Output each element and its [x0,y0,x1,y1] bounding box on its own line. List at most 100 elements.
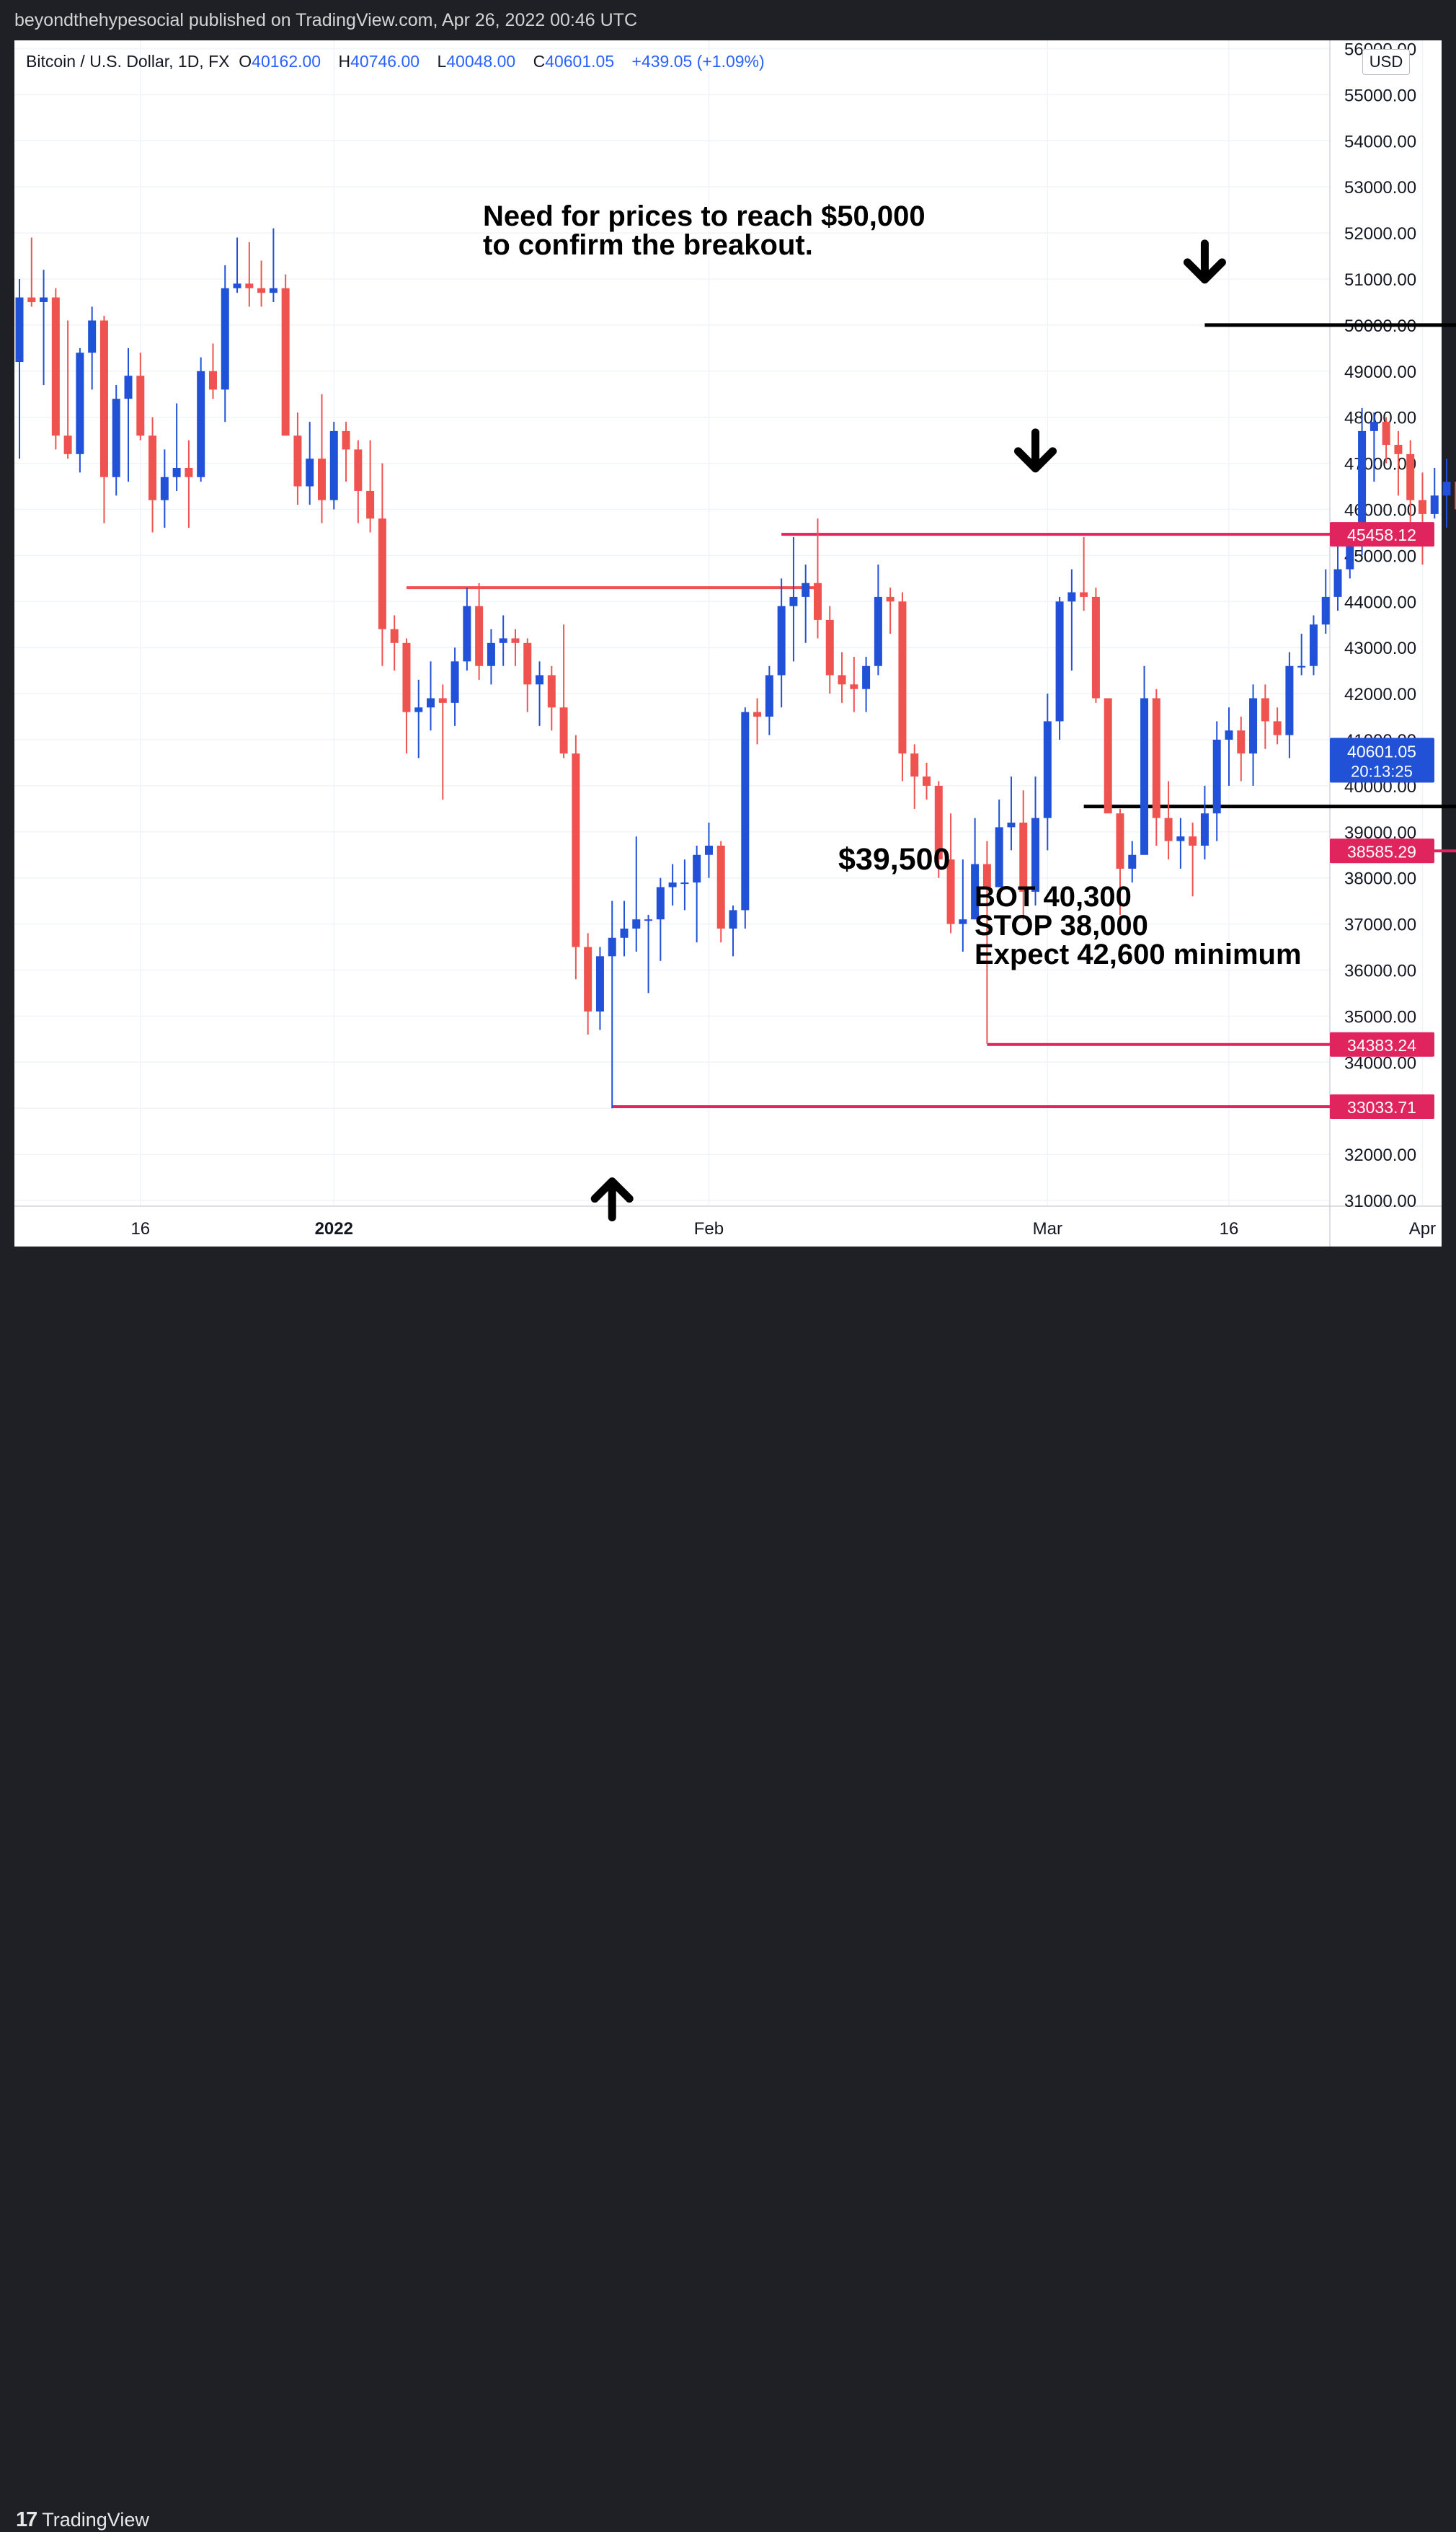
y-tick-label: 47000.00 [1344,455,1416,474]
candle-body [1321,596,1330,625]
open-label: O [239,52,252,71]
low-value: 40048.00 [446,52,516,71]
candle-body [427,698,435,708]
symbol-legend: Bitcoin / U.S. Dollar, 1D, FX O40162.00 … [26,52,778,71]
candle-body [1019,823,1028,892]
candle-body [825,619,834,676]
candle-body [463,606,471,662]
bar-countdown-label: 20:13:25 [1351,762,1413,780]
candle-body [547,675,556,708]
candle-body [923,776,931,786]
candle-body [608,937,616,957]
candle-body [632,919,641,929]
candle-body [716,845,725,929]
price-chart[interactable]: 31000.0032000.0033000.0034000.0035000.00… [0,0,1456,1298]
candle-body [813,583,822,620]
close-value: 40601.05 [545,52,615,71]
level-45458-tag [1330,522,1434,547]
candle-body [1261,698,1269,722]
candle-body [1152,698,1160,818]
close-label: C [533,52,546,71]
y-tick-label: 53000.00 [1344,178,1416,198]
candle-body [1237,730,1246,754]
candle-body [318,459,326,500]
tradingview-logo-icon: 17 [16,2508,37,2531]
candle-body [233,283,241,288]
candle-body [475,606,484,666]
candle-body [1297,665,1306,668]
tradingview-logo[interactable]: 17 TradingView [16,2508,149,2532]
candle-body [886,596,895,602]
candle-body [656,887,665,920]
candle-body [1212,740,1221,814]
level-38585-tag-label: 38585.29 [1347,842,1416,861]
candle-body [15,297,24,363]
support-price-label: $39,500 [838,842,951,877]
candle-body [402,642,411,712]
candle-body [1442,482,1451,496]
candle-body [124,376,133,399]
candle-body [450,661,459,703]
last-price-label: 40601.05 [1347,742,1416,761]
candle-body [269,288,278,293]
candle-body [1128,854,1137,869]
candle-body [572,753,580,947]
candle-body [741,712,750,911]
candle-body [1200,813,1209,846]
candle-body [1333,569,1342,597]
y-tick-label: 48000.00 [1344,409,1416,428]
candle-body [160,477,169,500]
candle-body [281,288,290,436]
candle-body [221,288,229,390]
high-label: H [338,52,351,71]
candle-body [1455,482,1456,510]
candle-body [595,956,604,1012]
candle-body [342,430,350,450]
open-value: 40162.00 [252,52,321,71]
candle-body [487,642,495,666]
candle-body [148,435,157,500]
candle-body [789,596,798,606]
candle-body [1007,823,1016,828]
symbol-name: Bitcoin / U.S. Dollar, 1D, FX [26,52,230,71]
candle-body [693,854,701,883]
x-tick-label: Apr [1409,1219,1436,1239]
breakout-note-line1: Need for prices to reach $50,000 [483,200,925,232]
y-tick-label: 43000.00 [1344,639,1416,658]
candle-body [1116,813,1124,869]
currency-button[interactable]: USD [1362,49,1410,75]
candle-body [959,919,967,924]
candle-body [1430,495,1439,514]
candle-body [1273,721,1282,735]
last-price-tag [1330,738,1434,783]
candle-body [1080,592,1088,597]
candle-body [1225,730,1233,740]
candle-body [172,467,181,477]
candle-body [838,675,846,685]
candle-body [197,371,205,477]
candle-body [946,859,955,924]
level-33033-tag [1330,1094,1434,1120]
candle-body [1358,430,1367,546]
high-value: 40746.00 [350,52,420,71]
candle-body [414,707,423,712]
candle-body [1382,422,1390,446]
candle-body [765,675,773,717]
arrow-up-jan-low-icon [590,1177,634,1222]
candle-body [1309,624,1318,666]
y-tick-label: 42000.00 [1344,685,1416,704]
y-tick-label: 36000.00 [1344,962,1416,981]
trade-note-line3: Expect 42,600 minimum [975,939,1302,970]
header-bar: beyondthehypesocial published on Trading… [0,0,1456,40]
candle-body [1140,698,1149,855]
candle-body [934,785,943,860]
low-label: L [437,52,447,71]
candle-body [584,947,592,1012]
candle-body [1164,818,1173,841]
candle-body [729,910,737,929]
y-tick-label: 46000.00 [1344,501,1416,521]
level-33033-tag-label: 33033.71 [1347,1098,1416,1117]
published-info: beyondthehypesocial published on Trading… [14,10,638,30]
y-tick-label: 55000.00 [1344,86,1416,105]
candle-body [306,459,314,487]
